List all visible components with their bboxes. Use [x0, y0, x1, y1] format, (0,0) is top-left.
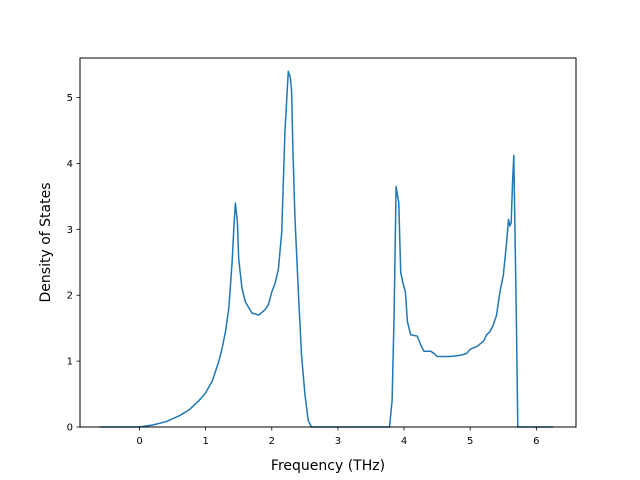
x-axis-ticks: 0 1 2 3 4 5 6	[136, 427, 540, 447]
x-tick-label: 2	[269, 436, 275, 447]
x-tick-label: 6	[533, 436, 539, 447]
y-tick-label: 2	[67, 291, 73, 302]
y-tick-label: 5	[67, 93, 73, 104]
x-tick-label: 4	[401, 436, 407, 447]
y-tick-label: 3	[67, 225, 73, 236]
x-tick-label: 1	[202, 436, 208, 447]
y-axis-ticks: 0 1 2 3 4 5	[67, 93, 80, 434]
x-tick-label: 0	[136, 436, 142, 447]
x-axis-label: Frequency (THz)	[271, 458, 385, 474]
x-tick-label: 5	[467, 436, 473, 447]
x-tick-label: 3	[335, 436, 341, 447]
y-tick-label: 4	[67, 159, 73, 170]
y-tick-label: 0	[67, 423, 73, 434]
y-axis-label: Density of States	[38, 183, 54, 303]
axes-frame	[79, 57, 577, 428]
y-tick-label: 1	[67, 357, 73, 368]
